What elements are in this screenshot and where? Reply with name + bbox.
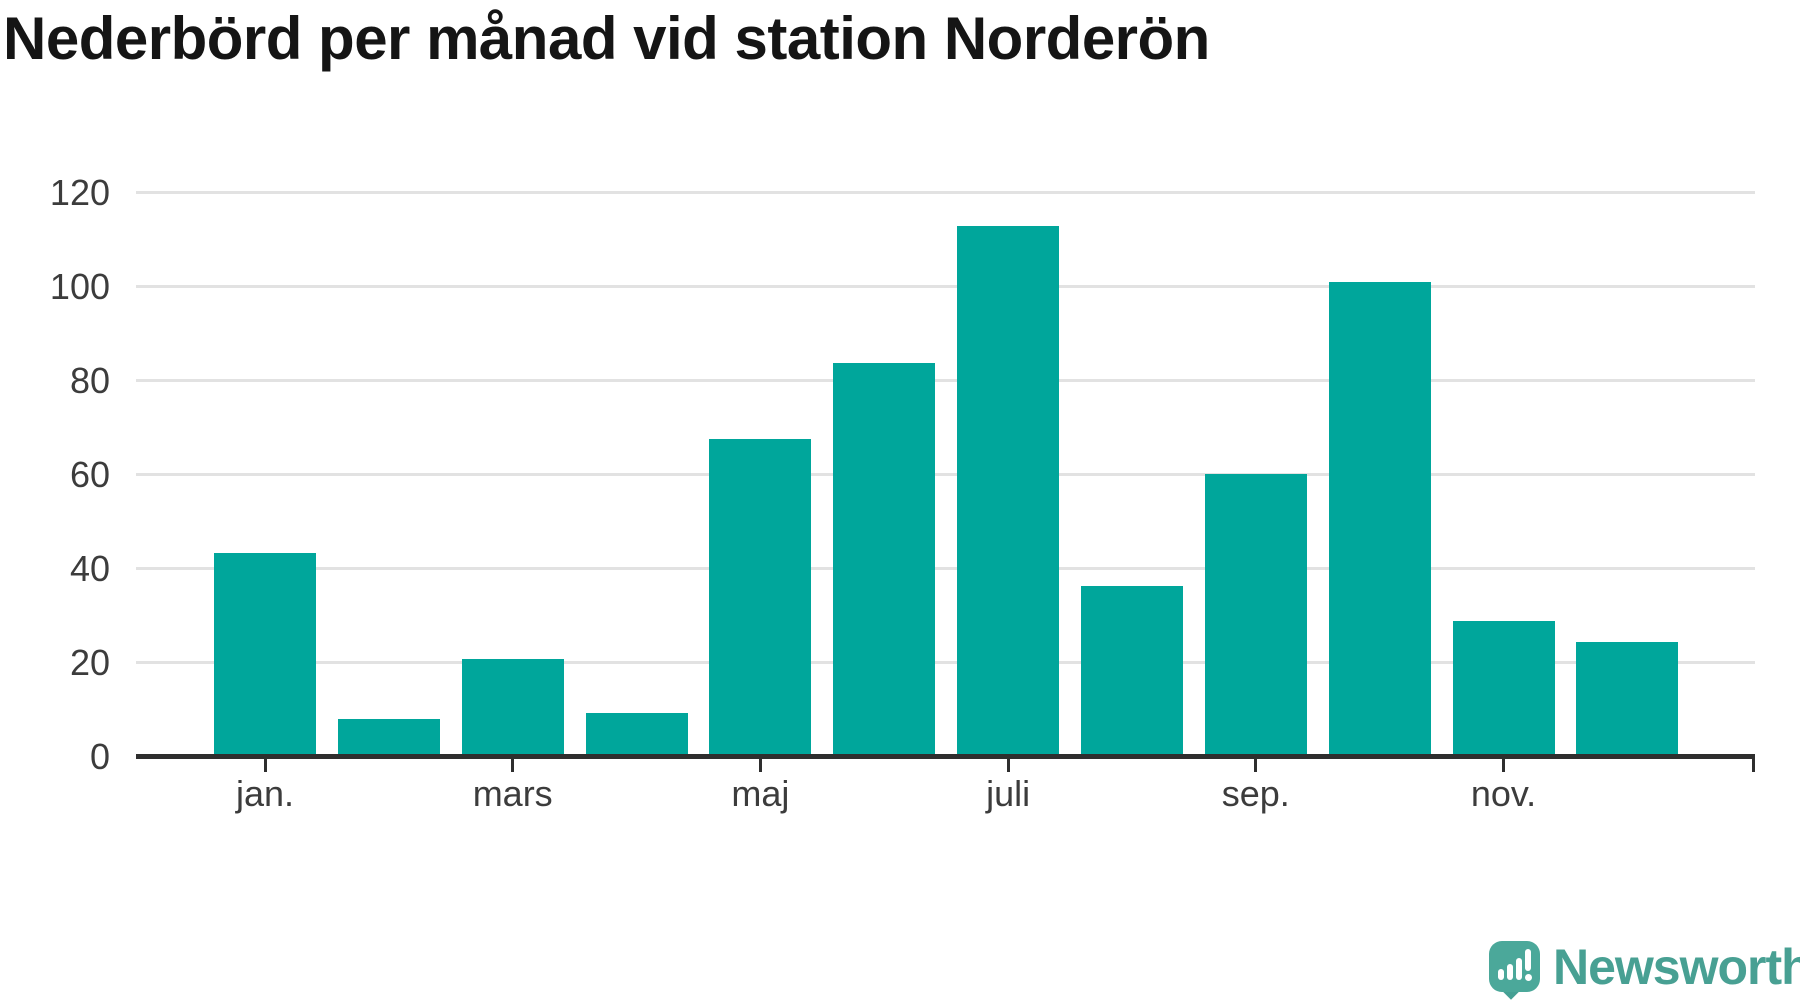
x-axis-month-label: juli: [986, 773, 1031, 814]
x-axis-month-label: sep.: [1221, 773, 1290, 814]
x-axis-tick: [511, 758, 515, 772]
x-axis-month-label: nov.: [1470, 773, 1537, 814]
bar-feb.: [338, 718, 440, 757]
gridline-60: [136, 473, 1755, 476]
bar-dec.: [1576, 641, 1678, 757]
icon-bar-large-icon: [1516, 958, 1522, 980]
bar-juli: [957, 225, 1059, 757]
y-axis-tick-label: 60: [69, 453, 110, 495]
y-axis-tick-label: 0: [89, 735, 110, 777]
x-axis-month-label: mars: [472, 773, 553, 814]
x-axis-tick: [1254, 758, 1258, 772]
icon-exclamation-bar-icon: [1525, 949, 1531, 971]
x-axis-tick: [1006, 758, 1010, 772]
x-axis-tick: [263, 758, 267, 772]
x-axis-month-label: jan.: [235, 773, 295, 814]
bar-okt.: [1329, 281, 1431, 757]
icon-exclamation-dot-icon: [1525, 974, 1532, 981]
y-axis-tick-label: 120: [49, 171, 110, 213]
gridline-100: [136, 285, 1755, 288]
bar-sep.: [1205, 473, 1307, 757]
bar-mars: [462, 658, 564, 757]
y-axis-tick-label: 80: [69, 359, 110, 401]
icon-bar-medium-icon: [1507, 964, 1513, 980]
bar-juni: [833, 362, 935, 757]
gridline-40: [136, 567, 1755, 570]
x-axis-outer-tick: [1752, 758, 1755, 772]
newsworthy-chart-icon: [1489, 941, 1540, 992]
chart-title: Nederbörd per månad vid station Norderön: [3, 5, 1210, 72]
bar-nov.: [1453, 620, 1555, 757]
y-axis-tick-label: 40: [69, 547, 110, 589]
x-axis-tick: [1502, 758, 1505, 772]
gridline-80: [136, 379, 1755, 382]
bar-jan.: [214, 552, 316, 757]
newsworthy-wordmark: Newsworthy: [1553, 939, 1800, 995]
x-axis-tick: [758, 758, 762, 772]
gridline-120: [136, 191, 1755, 194]
y-axis-tick-label: 100: [49, 265, 110, 307]
bar-aug.: [1081, 585, 1183, 757]
y-axis-tick-label: 20: [69, 641, 110, 683]
x-axis-month-label: maj: [731, 773, 790, 814]
bar-maj: [709, 438, 811, 757]
x-axis-line: [136, 754, 1755, 759]
gridline-20: [136, 661, 1755, 664]
bar-apr.: [586, 712, 688, 757]
icon-bar-small-icon: [1498, 969, 1504, 980]
